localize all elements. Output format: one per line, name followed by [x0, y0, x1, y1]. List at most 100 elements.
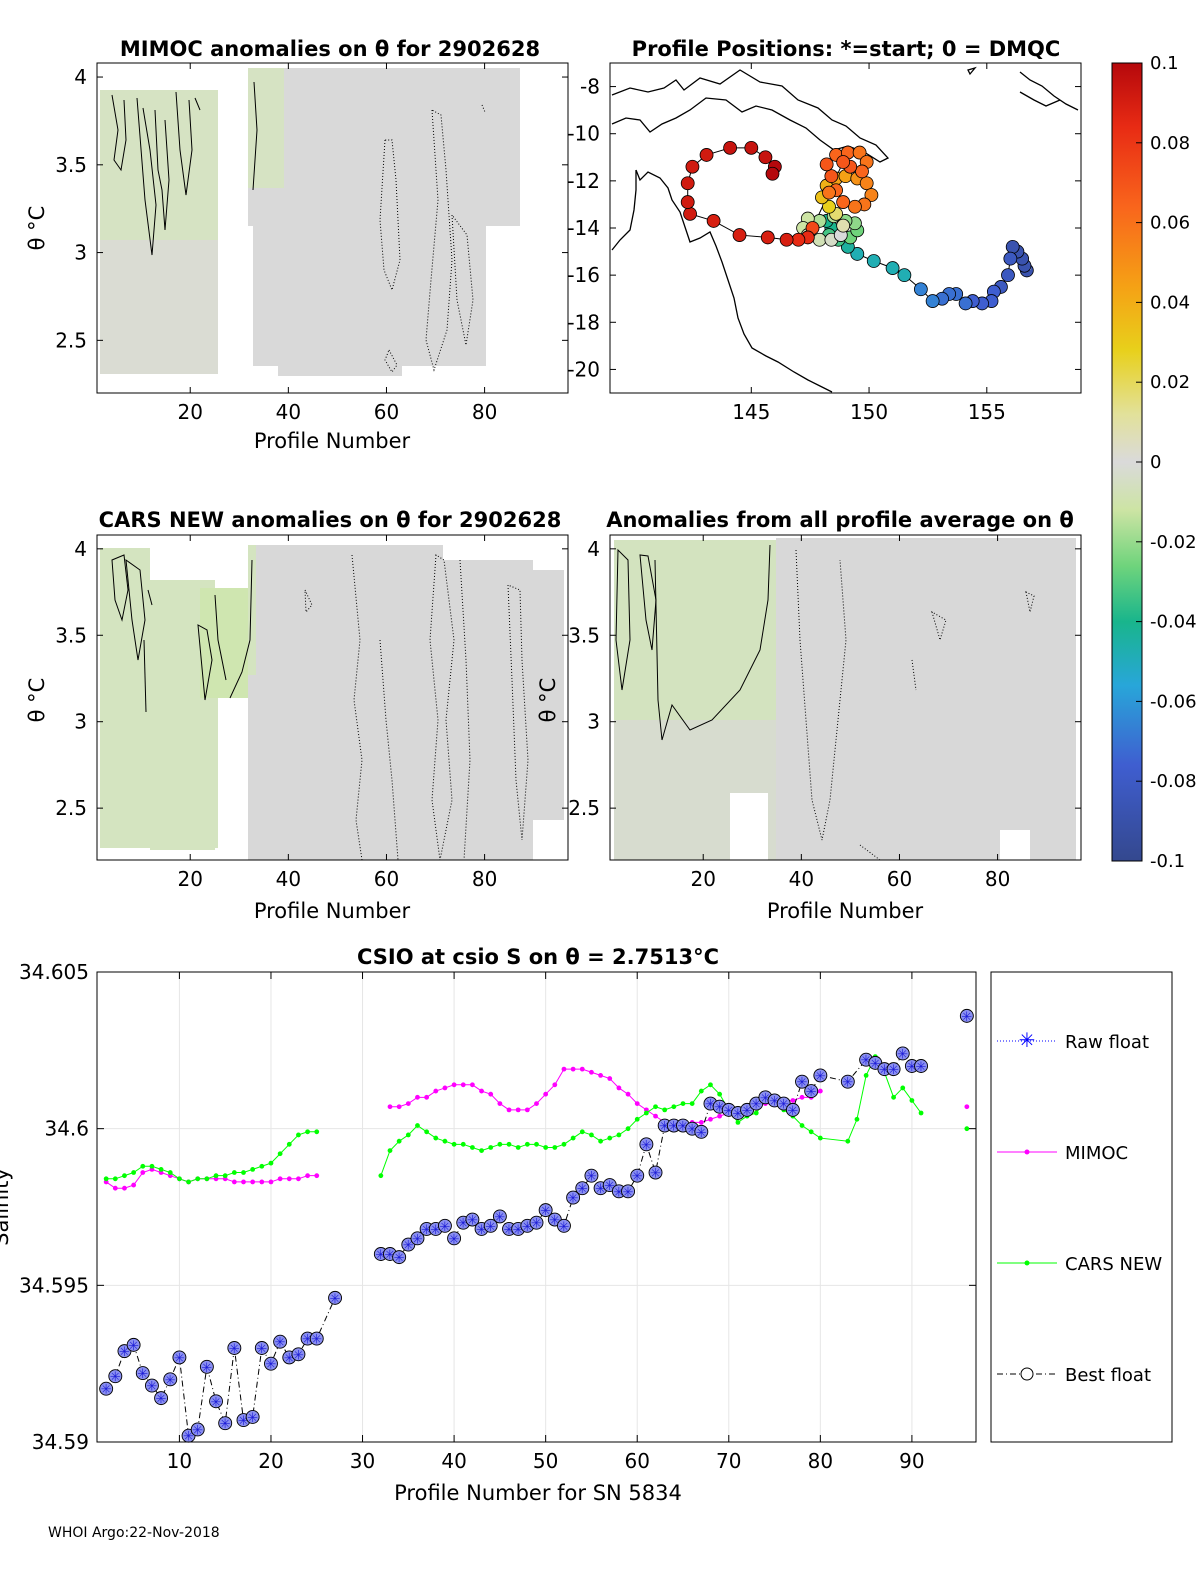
panel-average-ylabel: θ °C — [536, 678, 560, 723]
series-point-mimoc — [415, 1094, 420, 1100]
panel-average-field — [614, 538, 1076, 860]
series-point-mimoc — [534, 1101, 539, 1106]
series-point-mimoc — [552, 1082, 558, 1088]
raw-float-point: ✳ — [632, 1170, 643, 1185]
coastline-australia-west — [611, 170, 637, 251]
profile-position-dot — [732, 228, 747, 242]
x-tick-label: 155 — [968, 400, 1006, 424]
y-tick-label: 3 — [587, 710, 600, 734]
contour-solid — [175, 91, 193, 196]
profile-position-dot — [850, 247, 865, 261]
y-tick-label: 34.59 — [32, 1430, 89, 1454]
x-tick-label: 150 — [850, 400, 888, 424]
raw-float-point: ✳ — [696, 1126, 707, 1141]
series-point-cars-new — [250, 1167, 256, 1172]
series-point-mimoc — [717, 1113, 723, 1119]
profile-position-dot — [855, 164, 869, 179]
raw-float-point: ✳ — [311, 1333, 322, 1348]
series-point-mimoc — [524, 1107, 530, 1113]
series-point-cars-new — [845, 1138, 851, 1144]
colorbar-gradient — [1111, 62, 1143, 862]
series-point-cars-new — [497, 1141, 503, 1147]
raw-float-point: ✳ — [110, 1370, 121, 1385]
field-cell — [1000, 830, 1030, 860]
raw-float-point: ✳ — [275, 1336, 286, 1351]
profile-position-dot — [744, 140, 759, 155]
series-point-cars-new — [662, 1107, 668, 1113]
raw-float-point: ✳ — [458, 1217, 469, 1232]
best-float-point — [126, 1337, 141, 1352]
best-float-point — [447, 1231, 462, 1246]
series-point-cars-new — [643, 1110, 649, 1116]
series-point-mimoc — [598, 1073, 603, 1078]
raw-float-point: ✳ — [412, 1232, 423, 1247]
best-float-point — [264, 1356, 278, 1371]
profile-position-dot — [699, 148, 714, 162]
x-tick-label: 145 — [732, 400, 770, 424]
series-point-cars-new — [186, 1179, 191, 1185]
series-point-cars-new — [195, 1176, 201, 1182]
coastline — [611, 66, 1079, 393]
x-tick-label: 60 — [624, 1449, 649, 1473]
series-point-cars-new — [131, 1170, 137, 1175]
panel-average-frame — [609, 534, 1082, 861]
best-float-point — [566, 1190, 581, 1205]
contour-solid — [654, 544, 771, 741]
series-point-cars-new — [286, 1141, 292, 1147]
series-point-mimoc — [479, 1088, 484, 1094]
coastline-islands-east — [1019, 91, 1061, 107]
raw-float-point: ✳ — [156, 1392, 167, 1407]
series-point-cars-new — [167, 1170, 173, 1175]
panel-cars-frame — [96, 534, 569, 861]
raw-float-point: ✳ — [467, 1214, 478, 1229]
series-point-mimoc — [579, 1066, 585, 1072]
best-float-point — [492, 1209, 507, 1224]
y-tick-label: -18 — [567, 310, 600, 334]
raw-float-point: ✳ — [146, 1380, 157, 1395]
profile-position-dot — [852, 145, 867, 160]
best-float-point — [959, 1008, 974, 1023]
profile-position-dot — [824, 169, 839, 184]
series-point-mimoc — [314, 1173, 320, 1179]
series-point-cars-new — [140, 1163, 146, 1169]
raw-float-point: ✳ — [211, 1395, 222, 1410]
raw-float-point: ✳ — [659, 1120, 670, 1135]
raw-float-point: ✳ — [787, 1104, 798, 1119]
series-point-cars-new — [268, 1160, 274, 1166]
contour-solid — [111, 94, 127, 172]
y-tick-label: 2.5 — [55, 328, 87, 352]
series-point-cars-new — [277, 1151, 283, 1157]
raw-float-point: ✳ — [668, 1120, 679, 1135]
x-tick-label: 70 — [716, 1449, 741, 1473]
series-point-mimoc — [790, 1098, 796, 1103]
x-tick-label: 60 — [374, 400, 399, 424]
raw-float-point: ✳ — [797, 1076, 808, 1091]
profile-position-dot — [836, 218, 851, 233]
profile-position-dot — [760, 230, 775, 245]
best-float-point — [172, 1350, 187, 1365]
best-float-point — [99, 1381, 114, 1396]
coastline-islands-north — [1019, 71, 1079, 111]
series-line-cars-new — [380, 1055, 922, 1176]
legend-entry-mimoc: MIMOC — [997, 1143, 1128, 1164]
y-tick-label: 34.605 — [19, 960, 89, 984]
x-tick-label: 60 — [887, 867, 912, 891]
series-point-mimoc — [259, 1179, 265, 1185]
panel-average-contours — [615, 544, 1035, 861]
series-point-cars-new — [653, 1104, 658, 1110]
panel-average-xlabel: Profile Number — [767, 899, 924, 923]
panel-cars-ylabel: θ °C — [25, 678, 49, 723]
raw-float-point: ✳ — [385, 1248, 396, 1263]
field-cell — [248, 68, 520, 226]
best-float-point — [309, 1331, 324, 1346]
field-cell — [200, 588, 248, 698]
y-tick-label: 4 — [74, 537, 87, 561]
profile-position-dot — [885, 261, 900, 275]
series-point-cars-new — [964, 1126, 970, 1132]
best-float-point — [621, 1184, 636, 1199]
series-point-cars-new — [213, 1173, 219, 1179]
series-point-cars-new — [378, 1173, 384, 1179]
contour-solid — [125, 558, 146, 661]
colorbar-ticks: 0.1 0.08 0.06 0.04 0.02 0 -0.02 -0.04 -0.06 -0.08… — [1136, 53, 1197, 872]
contour-dotted — [859, 844, 881, 861]
